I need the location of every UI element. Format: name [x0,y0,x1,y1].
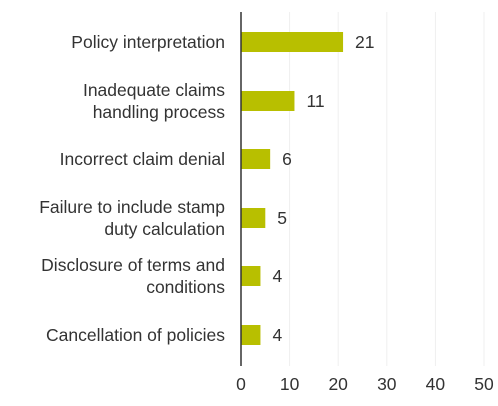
category-label-line: duty calculation [104,219,225,239]
bar-4 [241,266,261,286]
category-label-line: conditions [146,277,225,297]
bar-5 [241,325,261,345]
category-label: Inadequate claims handling process [83,80,225,122]
bar-3 [241,208,266,228]
category-label: Incorrect claim denial [60,149,225,169]
x-tick-label: 20 [328,374,348,394]
category-label: Failure to include stamp duty calculation [39,197,225,239]
category-label-line: Failure to include stamp [39,197,225,217]
category-label: Policy interpretation [71,32,225,52]
x-tick-label: 0 [236,374,246,394]
category-label-line: Policy interpretation [71,32,225,52]
category-label-line: Cancellation of policies [46,325,225,345]
category-label: Cancellation of policies [46,325,225,345]
bar-1 [241,91,295,111]
bar-2 [241,149,271,169]
category-label: Disclosure of terms and conditions [41,255,225,297]
category-label-line: handling process [93,102,226,122]
category-label-line: Disclosure of terms and [41,255,225,275]
bar-0 [241,32,344,52]
x-tick-label: 40 [426,374,446,394]
value-label: 4 [272,325,282,345]
x-tick-label: 10 [280,374,300,394]
value-label: 5 [277,208,287,228]
category-label-line: Incorrect claim denial [60,149,225,169]
category-label-line: Inadequate claims [83,80,225,100]
x-tick-label: 30 [377,374,397,394]
value-label: 4 [272,266,282,286]
labels: 0 10 20 30 40 50 Policy interpretation Inadequa… [39,32,494,394]
gridlines [289,12,485,366]
x-tick-label: 50 [474,374,494,394]
value-label: 21 [355,32,374,52]
value-label: 6 [282,149,292,169]
value-label: 11 [306,91,324,111]
bars [241,32,344,345]
